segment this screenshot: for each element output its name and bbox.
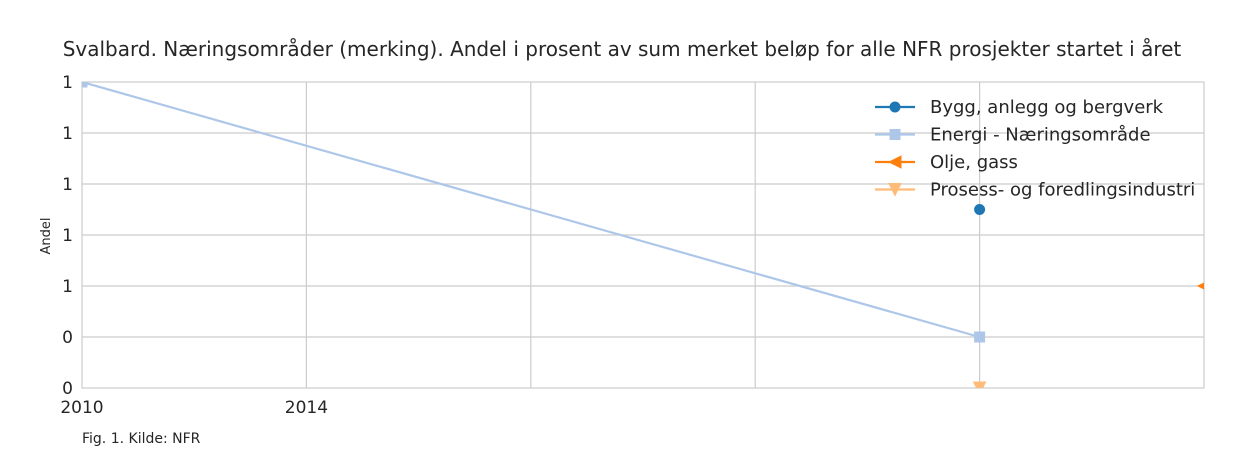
legend-marker [889, 129, 901, 140]
figure-caption: Fig. 1. Kilde: NFR [82, 431, 201, 447]
legend-marker [889, 101, 901, 113]
grid [82, 82, 1204, 388]
y-axis-label: Andel [39, 218, 54, 255]
x-tick-label: 2010 [60, 398, 103, 418]
y-tick-label: 0 [62, 379, 73, 399]
ticks: 0 0 1 1 1 1 1 2010 2014 [60, 73, 328, 418]
legend-label: Energi - Næringsområde [930, 125, 1151, 146]
legend-label: Prosess- og foredlingsindustri [930, 180, 1195, 201]
legend-marker [887, 155, 902, 169]
y-tick-label: 1 [62, 277, 73, 297]
legend-marker [888, 183, 902, 197]
x-tick-label: 2014 [285, 398, 328, 418]
y-tick-label: 1 [62, 124, 73, 144]
data-point [974, 204, 986, 215]
chart-title: Svalbard. Næringsområder (merking). Ande… [63, 37, 1182, 61]
series-layer [82, 82, 1204, 388]
y-tick-label: 0 [62, 328, 73, 348]
data-point [82, 82, 88, 88]
y-tick-label: 1 [62, 175, 73, 195]
legend: Bygg, anlegg og bergverk Energi - Nærings… [875, 97, 1195, 201]
y-tick-label: 1 [62, 73, 73, 93]
legend-label: Olje, gass [930, 152, 1018, 173]
plot-area [82, 82, 1204, 388]
data-point [974, 331, 986, 343]
data-point [972, 381, 987, 388]
series-line [82, 82, 980, 339]
legend-label: Bygg, anlegg og bergverk [930, 97, 1164, 118]
plot-frame [81, 81, 1205, 389]
y-tick-label: 1 [62, 226, 73, 246]
data-point [1196, 282, 1204, 290]
